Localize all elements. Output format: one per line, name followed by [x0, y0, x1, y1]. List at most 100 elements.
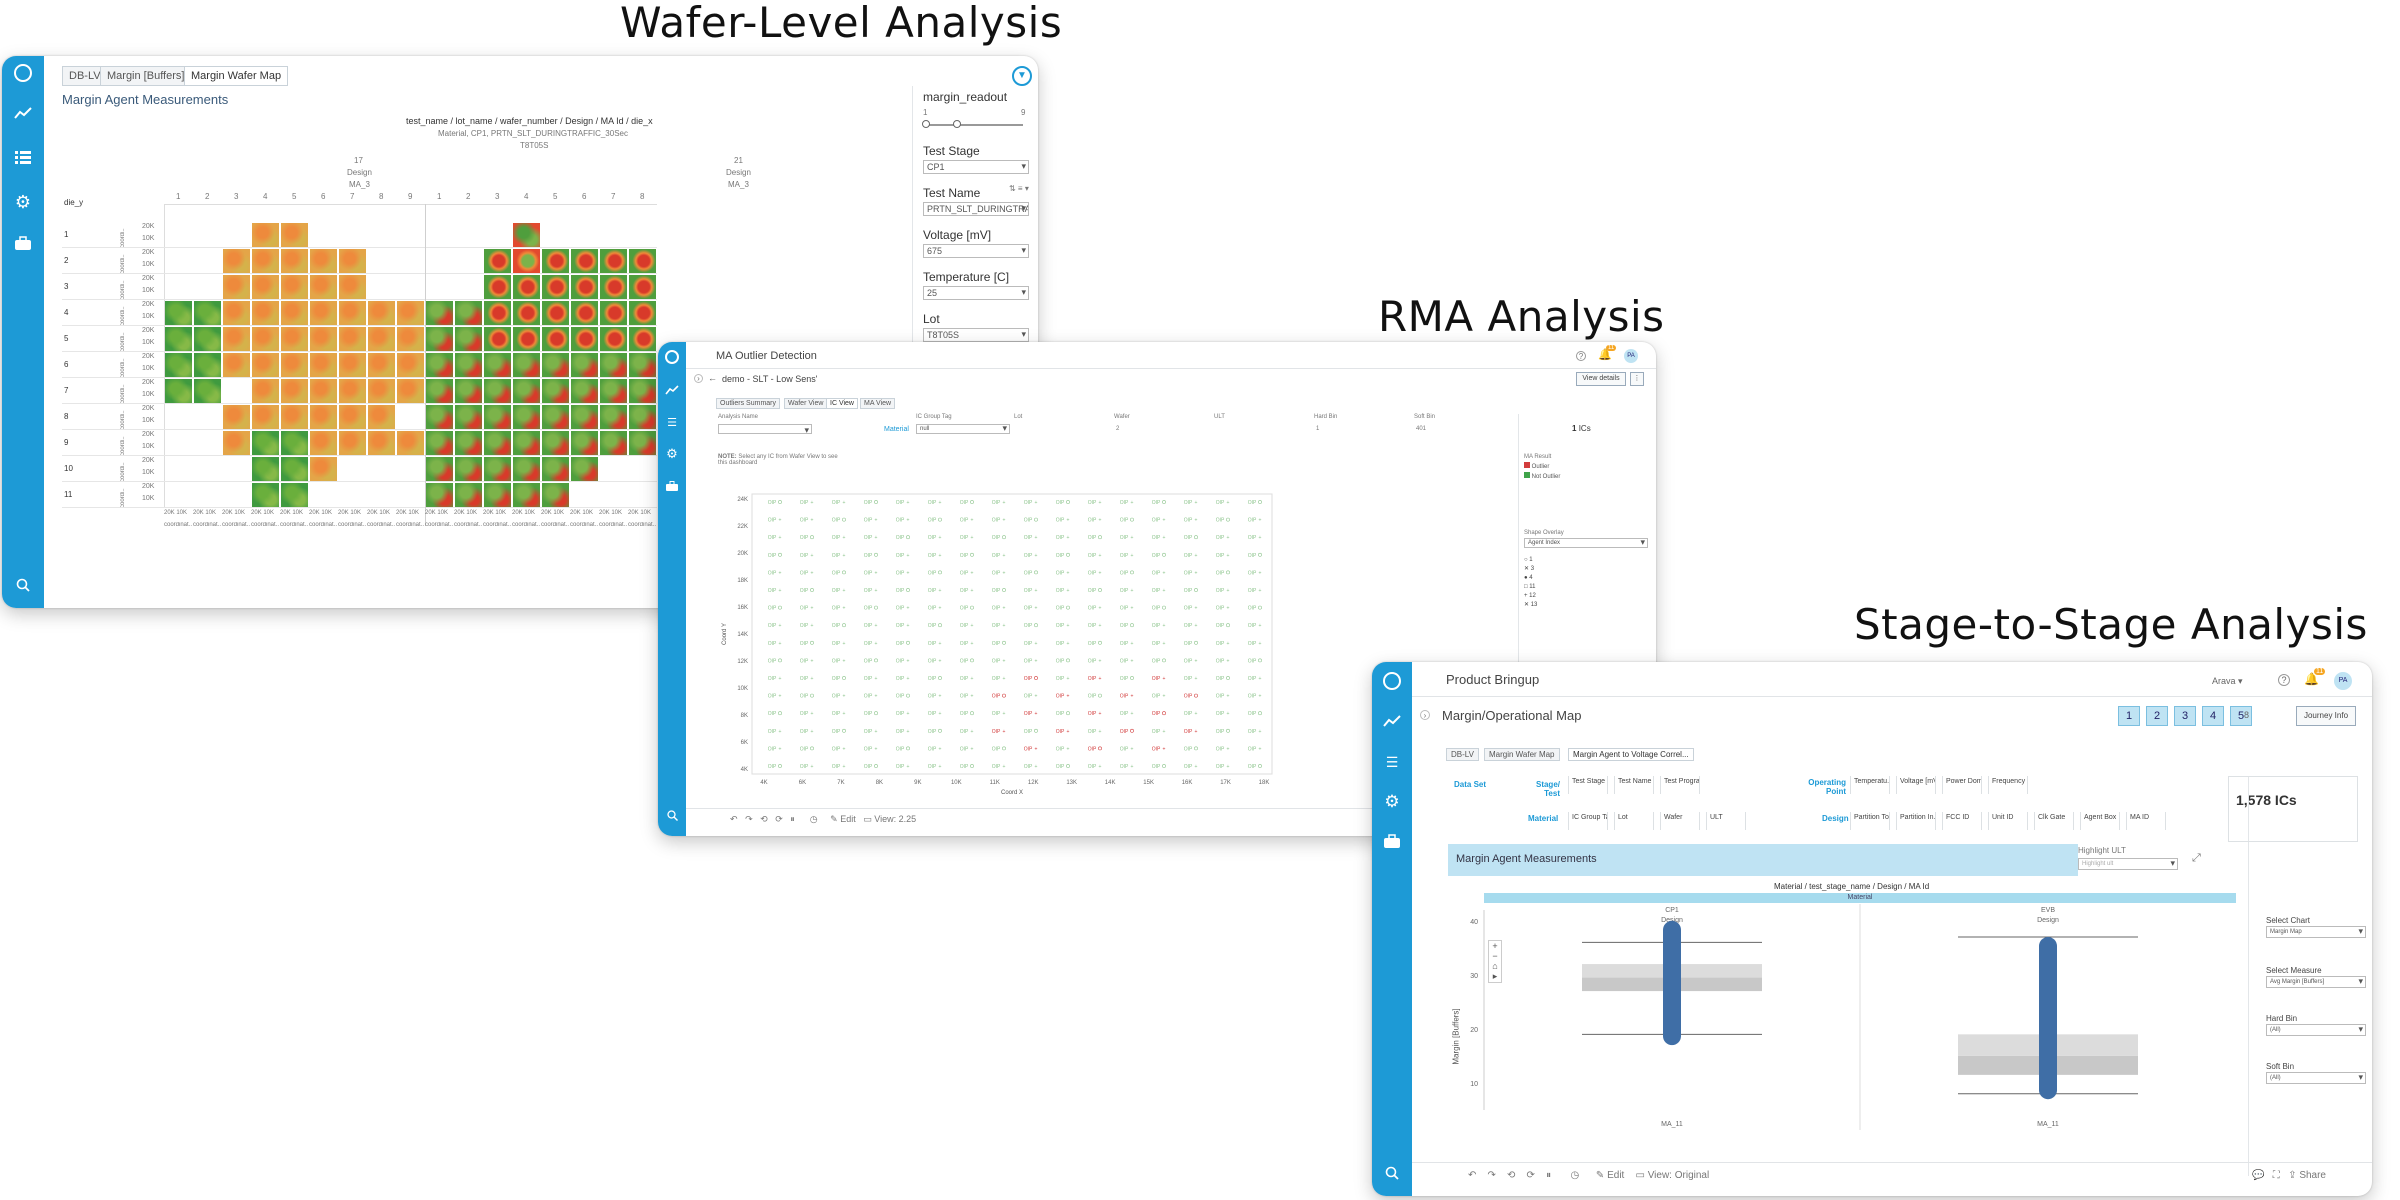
ic-point[interactable]	[1002, 746, 1006, 751]
list-icon[interactable]: ☰	[667, 417, 677, 429]
ic-point[interactable]: +	[939, 535, 942, 541]
tab-wafer-view[interactable]: Wafer View	[784, 398, 828, 409]
test-name-select[interactable]: PRTN_SLT_DURINGTRA...	[923, 202, 1029, 216]
ic-point-label[interactable]: OIP	[1216, 535, 1225, 541]
ic-point[interactable]: +	[779, 535, 782, 541]
ic-point[interactable]: +	[1003, 729, 1006, 735]
ic-point-label[interactable]: OIP	[1056, 500, 1065, 506]
die-cell[interactable]	[542, 301, 569, 325]
ic-point[interactable]	[842, 728, 846, 733]
ic-point[interactable]	[1130, 728, 1134, 733]
refresh-icon[interactable]: ⟳	[1526, 1170, 1535, 1181]
ic-point-label[interactable]: OIP	[768, 535, 777, 541]
ic-point[interactable]: +	[1163, 623, 1166, 629]
die-cell[interactable]	[455, 353, 482, 377]
ic-point-label[interactable]: OIP	[1088, 623, 1097, 629]
die-cell[interactable]	[629, 301, 656, 325]
ic-point[interactable]: +	[843, 500, 846, 506]
ic-point[interactable]: +	[1003, 658, 1006, 664]
ic-point[interactable]: +	[1259, 535, 1262, 541]
ic-point-label[interactable]: OIP	[832, 606, 841, 612]
filter-options-icon[interactable]: ⇅ ≡ ▾	[1009, 184, 1029, 193]
ic-point-label[interactable]: OIP	[960, 588, 969, 594]
ic-point-label[interactable]: OIP	[896, 711, 905, 717]
ic-point-label[interactable]: OIP	[1088, 606, 1097, 612]
avatar[interactable]: PA	[2334, 672, 2352, 690]
ic-point-label[interactable]: OIP	[1056, 623, 1065, 629]
ic-point[interactable]: +	[1227, 764, 1230, 770]
ic-point-label[interactable]: OIP	[1216, 729, 1225, 735]
die-cell[interactable]	[310, 405, 337, 429]
die-cell[interactable]	[629, 353, 656, 377]
die-cell[interactable]	[194, 327, 221, 351]
ic-point[interactable]: +	[843, 658, 846, 664]
ic-point[interactable]	[810, 640, 814, 645]
voltage-select[interactable]: 675	[923, 244, 1029, 258]
ic-point-label[interactable]: OIP	[1216, 711, 1225, 717]
ic-point[interactable]: +	[1163, 518, 1166, 524]
ic-point-label[interactable]: OIP	[992, 658, 1001, 664]
ic-scatter-plot[interactable]: 24K 22K 20K 18K 16K 14K 12K 10K 8K 6K 4K 4K 6K 7K 8K 9K…	[718, 484, 1278, 814]
die-cell[interactable]	[252, 249, 279, 273]
ic-point[interactable]: +	[1099, 500, 1102, 506]
ic-point[interactable]: +	[811, 606, 814, 612]
ic-point-label[interactable]: OIP	[928, 518, 937, 524]
ic-point[interactable]	[778, 552, 782, 557]
ic-point-label[interactable]: OIP	[1024, 553, 1033, 559]
filter-column[interactable]: Test Program	[1660, 776, 1700, 794]
ic-point[interactable]: +	[1227, 746, 1230, 752]
ic-point-label[interactable]: OIP	[928, 676, 937, 682]
ic-point-label[interactable]: OIP	[1152, 764, 1161, 770]
more-button[interactable]: ⋮	[1630, 372, 1644, 386]
tab-ma-view[interactable]: MA View	[860, 398, 896, 409]
ic-point-label[interactable]: OIP	[1248, 746, 1257, 752]
ic-point[interactable]: +	[1003, 676, 1006, 682]
die-cell[interactable]	[600, 431, 627, 455]
die-cell[interactable]	[223, 249, 250, 273]
ic-point-label[interactable]: OIP	[960, 658, 969, 664]
ic-point[interactable]	[778, 605, 782, 610]
ic-point-label[interactable]: OIP	[896, 553, 905, 559]
slider-handle-max[interactable]	[953, 120, 961, 128]
home-icon[interactable]: ⌂	[1492, 961, 1498, 971]
ic-point[interactable]: +	[939, 711, 942, 717]
ic-point[interactable]: +	[1227, 658, 1230, 664]
ic-point[interactable]: +	[1003, 553, 1006, 559]
ic-point-label[interactable]: OIP	[800, 606, 809, 612]
avatar[interactable]: PA	[1624, 349, 1638, 363]
ic-point-label[interactable]: OIP	[1152, 746, 1161, 752]
ic-point[interactable]	[970, 500, 974, 504]
ic-point-label[interactable]: OIP	[928, 553, 937, 559]
die-cell[interactable]	[368, 405, 395, 429]
ic-point[interactable]	[1258, 500, 1262, 504]
ic-point-label[interactable]: OIP	[864, 553, 873, 559]
ic-point-label[interactable]: OIP	[768, 764, 777, 770]
ic-point-label[interactable]: OIP	[1024, 764, 1033, 770]
die-cell[interactable]	[310, 431, 337, 455]
ic-point[interactable]: +	[875, 570, 878, 576]
ic-point[interactable]: +	[939, 606, 942, 612]
ic-point-label[interactable]: OIP	[1248, 500, 1257, 506]
die-cell[interactable]	[513, 405, 540, 429]
ic-point[interactable]	[1034, 676, 1038, 680]
ic-point-label[interactable]: OIP	[928, 658, 937, 664]
ic-point[interactable]: +	[811, 658, 814, 664]
temperature-select[interactable]: 25	[923, 286, 1029, 300]
die-cell[interactable]	[165, 353, 192, 377]
ic-point-label[interactable]: OIP	[1248, 676, 1257, 682]
ic-point[interactable]	[1258, 764, 1262, 768]
ic-point[interactable]: +	[1227, 535, 1230, 541]
ic-point[interactable]: +	[1163, 641, 1166, 647]
die-cell[interactable]	[281, 275, 308, 299]
ic-point-label[interactable]: OIP	[1152, 500, 1161, 506]
ic-point-label[interactable]: OIP	[1184, 658, 1193, 664]
filter-column[interactable]: Wafer	[1660, 812, 1700, 830]
ic-point-label[interactable]: OIP	[1120, 764, 1129, 770]
ic-point[interactable]: +	[1067, 746, 1070, 752]
ic-point[interactable]	[1226, 676, 1230, 680]
ic-point[interactable]: +	[1003, 570, 1006, 576]
view-button[interactable]: ▭ View: 2.25	[863, 814, 917, 824]
ic-point-label[interactable]: OIP	[960, 764, 969, 770]
ic-point[interactable]: +	[875, 676, 878, 682]
ic-point[interactable]: +	[1227, 641, 1230, 647]
